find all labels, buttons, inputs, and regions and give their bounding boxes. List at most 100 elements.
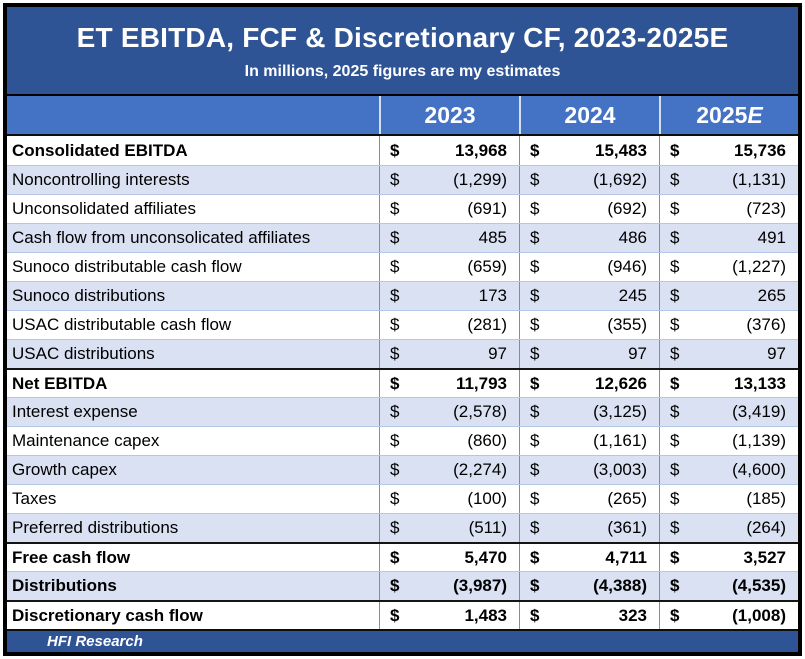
cell-value: (100) [467, 489, 507, 508]
cell-value: (3,987) [453, 576, 507, 595]
column-header-2025E: 2025 E [659, 96, 798, 134]
cell-value: (1,161) [593, 431, 647, 450]
cell-value: 245 [618, 286, 647, 305]
value-cell-2024: $ (1,161) [519, 427, 659, 455]
value-cell-2023: $485 [379, 224, 519, 252]
currency-symbol: $ [670, 576, 680, 595]
cell-value: (946) [607, 257, 647, 276]
currency-symbol: $ [530, 228, 540, 247]
currency-symbol: $ [390, 489, 400, 508]
row-label: Taxes [12, 489, 57, 508]
currency-symbol: $ [670, 170, 680, 189]
cell-value: 265 [757, 286, 786, 305]
cell-value: 12,626 [595, 373, 647, 393]
currency-symbol: $ [390, 402, 400, 421]
cell-value: (511) [468, 518, 507, 537]
financial-table-figure: ET EBITDA, FCF & Discretionary CF, 2023-… [3, 3, 802, 656]
currency-symbol: $ [670, 140, 680, 160]
value-cell-2025E: $ (4,600) [659, 456, 798, 484]
cell-value: 491 [757, 228, 786, 247]
cell-value: (723) [746, 199, 786, 218]
cell-value: 11,793 [455, 373, 507, 393]
row-label: Unconsolidated affiliates [12, 199, 196, 218]
cell-value: 97 [488, 344, 507, 363]
currency-symbol: $ [390, 605, 400, 625]
cell-value: (3,003) [593, 460, 647, 479]
currency-symbol: $ [390, 547, 400, 567]
currency-symbol: $ [530, 286, 540, 305]
table-row: Consolidated EBITDA $13,968 $15,483 $15,736 [7, 136, 798, 165]
value-cell-2023: $11,793 [379, 370, 519, 397]
currency-symbol: $ [390, 140, 400, 160]
footer-brand: HFI Research [47, 633, 143, 650]
currency-symbol: $ [530, 431, 540, 450]
table-row: USAC distributable cash flow $ (281) $ (355)… [7, 310, 798, 339]
value-cell-2025E: $ (1,008) [659, 602, 798, 629]
cell-value: 13,133 [734, 373, 786, 393]
value-cell-2024: $323 [519, 602, 659, 629]
column-header-2024: 2024 [519, 96, 659, 134]
currency-symbol: $ [670, 460, 680, 479]
table-row: Preferred distributions $ (511) $ (361) $ (264… [7, 513, 798, 542]
table-row: Net EBITDA $11,793 $12,626 $13,133 [7, 368, 798, 397]
cell-value: 1,483 [464, 605, 507, 625]
currency-symbol: $ [670, 605, 680, 625]
currency-symbol: $ [670, 228, 680, 247]
cell-value: 5,470 [464, 547, 507, 567]
value-cell-2023: $ (691) [379, 195, 519, 223]
cell-value: (3,419) [732, 402, 786, 421]
cell-value: (692) [607, 199, 647, 218]
table-row: Noncontrolling interests $ (1,299) $ (1,692)… [7, 165, 798, 194]
currency-symbol: $ [530, 315, 540, 334]
value-cell-2023: $ (2,274) [379, 456, 519, 484]
value-cell-2025E: $ (4,535) [659, 572, 798, 600]
currency-symbol: $ [670, 257, 680, 276]
cell-value: (1,299) [453, 170, 507, 189]
currency-symbol: $ [670, 344, 680, 363]
value-cell-2024: $245 [519, 282, 659, 310]
cell-value: (4,600) [732, 460, 786, 479]
currency-symbol: $ [670, 431, 680, 450]
currency-symbol: $ [530, 170, 540, 189]
table-row: Sunoco distributions $173 $245 $265 [7, 281, 798, 310]
value-cell-2023: $ (2,578) [379, 398, 519, 426]
row-label: Growth capex [12, 460, 117, 479]
cell-value: 97 [628, 344, 647, 363]
table-row: Discretionary cash flow $1,483 $323 $ (1,008… [7, 600, 798, 629]
cell-value: (691) [467, 199, 507, 218]
value-cell-2023: $ (3,987) [379, 572, 519, 600]
currency-symbol: $ [530, 547, 540, 567]
currency-symbol: $ [670, 489, 680, 508]
cell-value: (2,274) [453, 460, 507, 479]
value-cell-2025E: $ (1,139) [659, 427, 798, 455]
value-cell-2023: $13,968 [379, 136, 519, 165]
cell-value: 323 [618, 605, 647, 625]
cell-value: 486 [618, 228, 647, 247]
figure-subtitle: In millions, 2025 figures are my estimat… [244, 63, 561, 80]
row-label: Consolidated EBITDA [12, 140, 188, 160]
table-row: Unconsolidated affiliates $ (691) $ (692) $ (7… [7, 194, 798, 223]
row-label: Maintenance capex [12, 431, 160, 450]
value-cell-2023: $ (281) [379, 311, 519, 339]
value-cell-2024: $12,626 [519, 370, 659, 397]
value-cell-2023: $1,483 [379, 602, 519, 629]
cell-value: 97 [767, 344, 786, 363]
value-cell-2025E: $97 [659, 340, 798, 368]
currency-symbol: $ [390, 373, 400, 393]
value-cell-2025E: $ (376) [659, 311, 798, 339]
cell-value: (659) [467, 257, 507, 276]
value-cell-2025E: $265 [659, 282, 798, 310]
cell-value: (264) [746, 518, 786, 537]
cell-value: 4,711 [605, 547, 647, 567]
row-label: Net EBITDA [12, 373, 108, 393]
value-cell-2025E: $ (3,419) [659, 398, 798, 426]
currency-symbol: $ [530, 605, 540, 625]
footer-bar: HFI Research [7, 629, 798, 652]
currency-symbol: $ [390, 518, 400, 537]
currency-symbol: $ [530, 489, 540, 508]
value-cell-2023: $97 [379, 340, 519, 368]
value-cell-2023: $ (659) [379, 253, 519, 281]
table-row: Sunoco distributable cash flow $ (659) $ (94… [7, 252, 798, 281]
currency-symbol: $ [530, 257, 540, 276]
cell-value: 485 [478, 228, 507, 247]
